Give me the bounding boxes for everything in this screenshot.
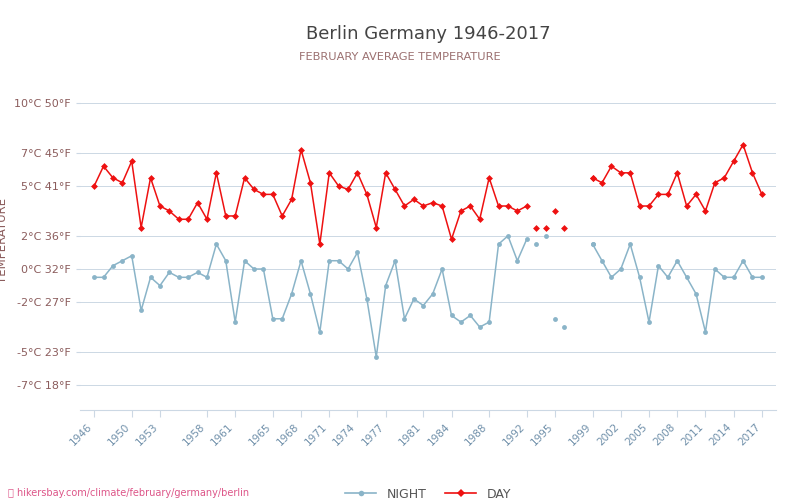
NIGHT bbox=[513, 258, 522, 264]
DAY bbox=[90, 183, 99, 189]
Line: DAY: DAY bbox=[92, 142, 764, 246]
DAY bbox=[183, 216, 193, 222]
DAY bbox=[466, 203, 475, 209]
Title: Berlin Germany 1946-2017: Berlin Germany 1946-2017 bbox=[306, 26, 550, 44]
NIGHT bbox=[466, 312, 475, 318]
DAY bbox=[757, 192, 766, 198]
DAY bbox=[250, 186, 259, 192]
Y-axis label: TEMPERATURE: TEMPERATURE bbox=[0, 198, 9, 282]
NIGHT bbox=[757, 274, 766, 280]
NIGHT bbox=[90, 274, 99, 280]
Text: FEBRUARY AVERAGE TEMPERATURE: FEBRUARY AVERAGE TEMPERATURE bbox=[299, 52, 501, 62]
NIGHT bbox=[183, 274, 193, 280]
DAY bbox=[315, 241, 325, 247]
Legend: NIGHT, DAY: NIGHT, DAY bbox=[340, 482, 516, 500]
Line: NIGHT: NIGHT bbox=[92, 234, 764, 360]
DAY bbox=[513, 208, 522, 214]
NIGHT bbox=[315, 329, 325, 335]
Text: 📍 hikersbay.com/climate/february/germany/berlin: 📍 hikersbay.com/climate/february/germany… bbox=[8, 488, 249, 498]
NIGHT bbox=[250, 266, 259, 272]
